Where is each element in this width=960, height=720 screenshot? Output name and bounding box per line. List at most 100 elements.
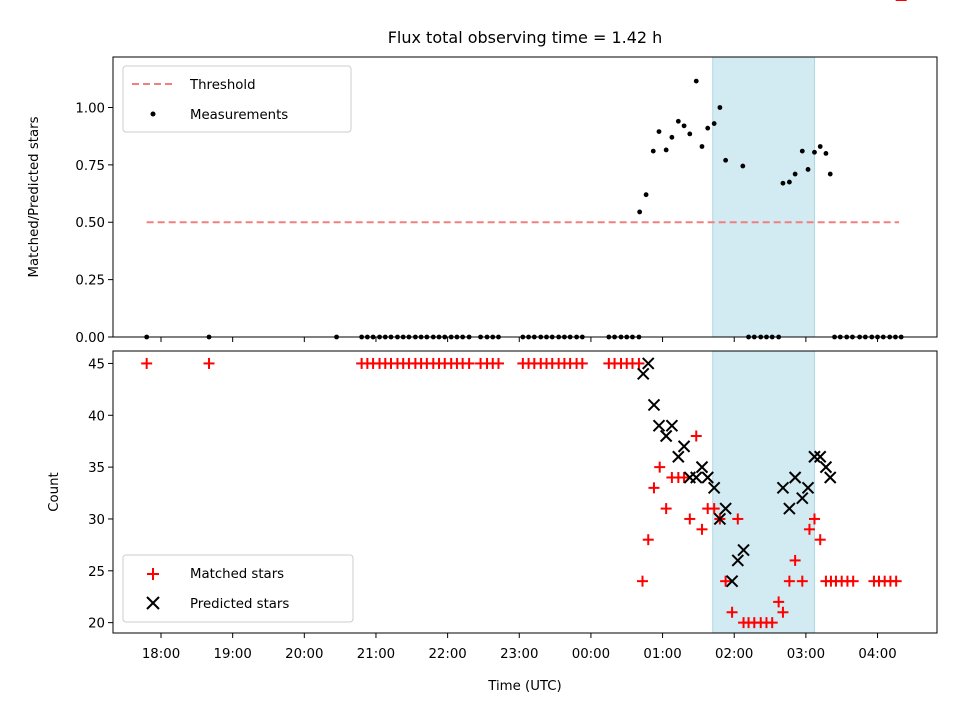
measurement-point (650, 148, 656, 154)
x-tick-label: 19:00 (213, 647, 251, 662)
predicted-star-point (737, 543, 750, 557)
predicted-star-point (665, 419, 679, 432)
top-y-tick-label: 1.00 (75, 101, 105, 116)
bottom-y-tick-label: 35 (88, 461, 105, 476)
matched-star-point (708, 503, 720, 515)
matched-star-point (696, 523, 708, 535)
measurement-point (827, 171, 833, 177)
predicted-star-point (801, 481, 815, 495)
measurement-point (675, 118, 681, 124)
x-tick-label: 00:00 (572, 647, 610, 662)
top-panel: 0.00 0.25 0.50 0.75 1.00 Matched/Predicted s… (27, 56, 938, 346)
bottom-panel: 20 25 30 35 40 45 18:00 19:00 20:00 21:00 22:00 23… (47, 0, 938, 694)
bottom-x-ticks: 18:00 19:00 20:00 21:00 22:00 23:00 00:00 01:00… (142, 633, 897, 662)
predicted-star-point (672, 450, 685, 463)
predicted-star-point (713, 512, 727, 526)
predicted-star-point (783, 502, 796, 515)
predicted-star-point (659, 429, 673, 443)
measurement-point (805, 167, 811, 172)
measurement-point (823, 150, 829, 156)
measurement-point (740, 163, 746, 169)
legend-matched-swatch (147, 568, 159, 580)
x-tick-label: 18:00 (142, 647, 180, 662)
matched-star-point (814, 534, 826, 546)
predicted-star-point (637, 367, 650, 381)
predicted-star-point (725, 574, 739, 588)
measurement-point (717, 105, 723, 110)
matched-star-point (576, 357, 588, 369)
top-y-tick-label: 0.00 (75, 331, 105, 346)
legend-predicted-swatch (146, 596, 160, 610)
measurement-point (637, 209, 643, 215)
x-tick-label: 20:00 (285, 647, 323, 662)
top-y-tick-label: 0.25 (75, 274, 105, 289)
measurement-point (817, 144, 823, 149)
matched-stars-points (141, 0, 907, 629)
top-legend: Threshold Measurements (122, 65, 352, 133)
top-y-tick-label: 0.50 (75, 216, 105, 231)
measurement-point (687, 131, 693, 137)
measurement-point (693, 78, 699, 84)
top-highlight-span (712, 56, 815, 338)
measurement-point (711, 121, 717, 126)
predicted-star-point (731, 554, 745, 567)
matched-star-point (660, 503, 672, 515)
bottom-y-tick-label: 25 (88, 565, 105, 580)
legend-matched-label: Matched stars (190, 567, 284, 582)
matched-star-point (720, 575, 732, 587)
legend-measurements-swatch (150, 111, 156, 117)
bottom-y-tick-label: 30 (88, 513, 105, 528)
measurement-point (681, 123, 687, 129)
bottom-axes-frame (112, 350, 938, 634)
predicted-star-point (695, 460, 709, 474)
top-y-tick-label: 0.75 (75, 159, 105, 174)
matched-star-point (796, 575, 808, 587)
predicted-star-point (808, 450, 821, 463)
bottom-y-tick-label: 20 (88, 617, 105, 632)
predicted-star-point (819, 460, 833, 474)
measurement-point (799, 148, 805, 154)
matched-star-point (463, 357, 475, 369)
measurement-point (663, 147, 669, 153)
matched-star-point (783, 575, 795, 587)
matched-star-point (684, 513, 696, 525)
top-legend-box (122, 65, 352, 133)
legend-measurements-label: Measurements (190, 108, 288, 123)
measurement-points (144, 78, 904, 340)
matched-star-point (847, 575, 859, 587)
x-tick-label: 23:00 (500, 647, 538, 662)
predicted-star-point (647, 398, 661, 412)
matched-star-point (203, 357, 215, 369)
predicted-stars-points (637, 357, 837, 588)
matched-star-point (732, 513, 744, 525)
predicted-star-point (788, 471, 802, 484)
predicted-star-point (642, 357, 655, 370)
bottom-highlight-span (712, 350, 815, 634)
predicted-star-point (652, 419, 666, 432)
matched-star-point (773, 596, 785, 608)
bottom-legend: Matched stars Predicted stars (122, 554, 354, 623)
legend-threshold-label: Threshold (189, 78, 256, 93)
matched-star-point (654, 461, 666, 473)
top-y-ticks: 0.00 0.25 0.50 0.75 1.00 (75, 101, 113, 346)
matched-star-point (633, 357, 645, 369)
matched-star-point (726, 606, 738, 618)
matched-star-point (808, 513, 820, 525)
x-tick-label: 02:00 (715, 647, 753, 662)
bottom-y-tick-label: 45 (88, 357, 105, 372)
matched-star-point (642, 534, 654, 546)
measurement-point (699, 144, 705, 149)
legend-predicted-label: Predicted stars (190, 597, 289, 612)
top-y-axis-label: Matched/Predicted stars (27, 116, 42, 277)
matched-star-point (766, 617, 778, 629)
bottom-y-tick-label: 40 (88, 409, 105, 424)
predicted-star-point (701, 471, 714, 484)
measurement-point (705, 125, 711, 131)
measurement-point (723, 157, 729, 163)
matched-star-point (789, 554, 801, 566)
x-tick-label: 03:00 (787, 647, 825, 662)
x-axis-label: Time (UTC) (487, 679, 562, 694)
x-tick-label: 01:00 (643, 647, 681, 662)
chart-title: Flux total observing time = 1.42 h (388, 28, 663, 47)
predicted-star-point (813, 450, 827, 463)
